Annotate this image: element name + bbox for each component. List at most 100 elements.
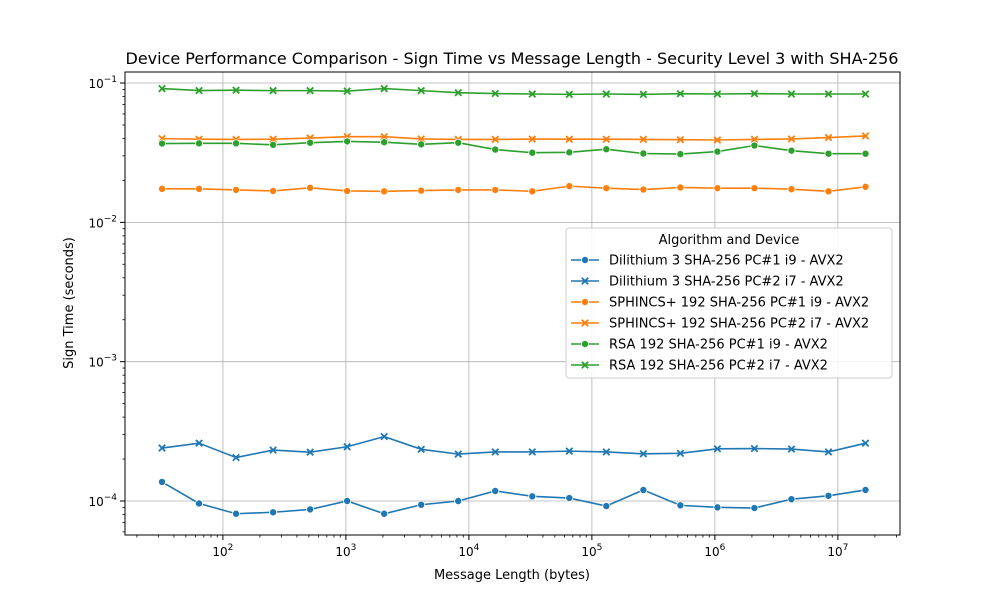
data-point [602, 145, 611, 154]
data-point [787, 146, 796, 155]
data-point [861, 182, 870, 191]
legend-marker [581, 339, 590, 348]
data-point [454, 450, 463, 458]
data-point [269, 186, 278, 195]
series-layer [158, 84, 870, 518]
data-point [639, 485, 648, 494]
data-point [343, 442, 351, 451]
legend-marker [581, 255, 590, 264]
x-axis-label: Message Length (bytes) [434, 568, 590, 583]
data-point [417, 186, 426, 195]
legend-label: Dilithium 3 SHA-256 PC#1 i9 - AVX2 [609, 254, 844, 269]
x-tick-label-base: 10 [212, 545, 227, 559]
data-point [528, 148, 537, 157]
y-tick-label-base: 10 [88, 495, 103, 509]
y-tick-label-base: 10 [88, 356, 103, 370]
data-point [306, 448, 314, 457]
data-point [713, 90, 722, 98]
data-point [824, 149, 833, 158]
legend-entry: RSA 192 SHA-256 PC#2 i7 - AVX2 [571, 359, 828, 374]
data-point [306, 505, 315, 514]
legend-label: RSA 192 SHA-256 PC#2 i7 - AVX2 [609, 359, 828, 374]
x-tick-label-base: 10 [458, 545, 473, 559]
chart-title: Device Performance Comparison - Sign Tim… [126, 49, 899, 68]
x-tick-label: 105 [581, 543, 602, 559]
x-tick-label: 107 [827, 543, 848, 559]
data-point [639, 449, 648, 458]
y-tick-label: 10−2 [88, 214, 117, 230]
data-point [565, 494, 574, 503]
x-tick-label-exponent: 6 [720, 543, 726, 553]
data-point [676, 501, 685, 510]
legend-marker [581, 319, 589, 327]
data-point [676, 183, 685, 192]
data-point [676, 89, 685, 98]
data-point [269, 140, 278, 149]
series-1 [158, 432, 870, 462]
data-point [195, 439, 203, 448]
data-point [269, 86, 277, 95]
data-point [343, 186, 352, 195]
data-point [787, 135, 796, 143]
x-tick-label: 106 [704, 543, 725, 559]
x-tick-label-exponent: 3 [351, 543, 357, 553]
data-point [528, 90, 537, 98]
data-point [158, 84, 166, 93]
y-axis-label: Sign Time (seconds) [62, 237, 77, 369]
y-tick-label-base: 10 [88, 77, 103, 91]
y-tick-label-exponent: −2 [104, 214, 117, 224]
data-point [713, 136, 722, 144]
data-point [750, 444, 759, 453]
legend-label: SPHINCS+ 192 SHA-256 PC#1 i9 - AVX2 [609, 296, 869, 311]
legend-entries: Dilithium 3 SHA-256 PC#1 i9 - AVX2 Dilith… [571, 254, 869, 374]
data-point [787, 90, 796, 98]
data-point [861, 149, 870, 158]
data-point [454, 88, 463, 97]
data-point [380, 138, 389, 147]
data-point [750, 504, 759, 513]
data-point [676, 150, 685, 159]
data-point [343, 87, 351, 95]
data-point [417, 86, 426, 95]
data-point [417, 140, 426, 149]
data-point [380, 432, 389, 441]
data-point [713, 444, 722, 453]
x-tick-label-exponent: 2 [228, 543, 234, 553]
legend-entry: Dilithium 3 SHA-256 PC#1 i9 - AVX2 [571, 254, 844, 269]
data-point [232, 139, 241, 148]
data-point [602, 502, 611, 511]
x-tick-label-base: 10 [704, 545, 719, 559]
series-2 [158, 182, 870, 196]
data-point [565, 447, 574, 455]
data-point [824, 90, 833, 98]
data-point [232, 86, 240, 95]
x-tick-label-exponent: 7 [843, 543, 849, 553]
data-point [824, 448, 833, 456]
series-line [161, 87, 866, 96]
data-point [380, 187, 389, 196]
data-point [861, 90, 870, 98]
x-tick-label: 103 [335, 543, 356, 559]
data-point [528, 448, 537, 456]
data-point [195, 184, 204, 193]
data-point [713, 503, 722, 512]
data-point [454, 496, 463, 505]
data-point [380, 84, 389, 93]
data-point [750, 184, 759, 193]
data-point [713, 184, 722, 193]
y-tick-label-exponent: −1 [104, 75, 117, 85]
series-0 [158, 477, 870, 518]
data-point [676, 449, 685, 458]
data-point [158, 444, 166, 452]
data-point [787, 185, 796, 194]
y-tick-label-exponent: −4 [104, 493, 118, 503]
y-tick-label: 10−3 [88, 354, 117, 370]
data-point [343, 137, 352, 146]
data-point [195, 86, 203, 95]
data-point [380, 132, 389, 141]
legend-marker [581, 361, 589, 369]
y-tick-label-base: 10 [88, 216, 103, 230]
data-point [306, 86, 314, 95]
data-point [861, 439, 870, 448]
legend-label: RSA 192 SHA-256 PC#1 i9 - AVX2 [609, 338, 828, 353]
